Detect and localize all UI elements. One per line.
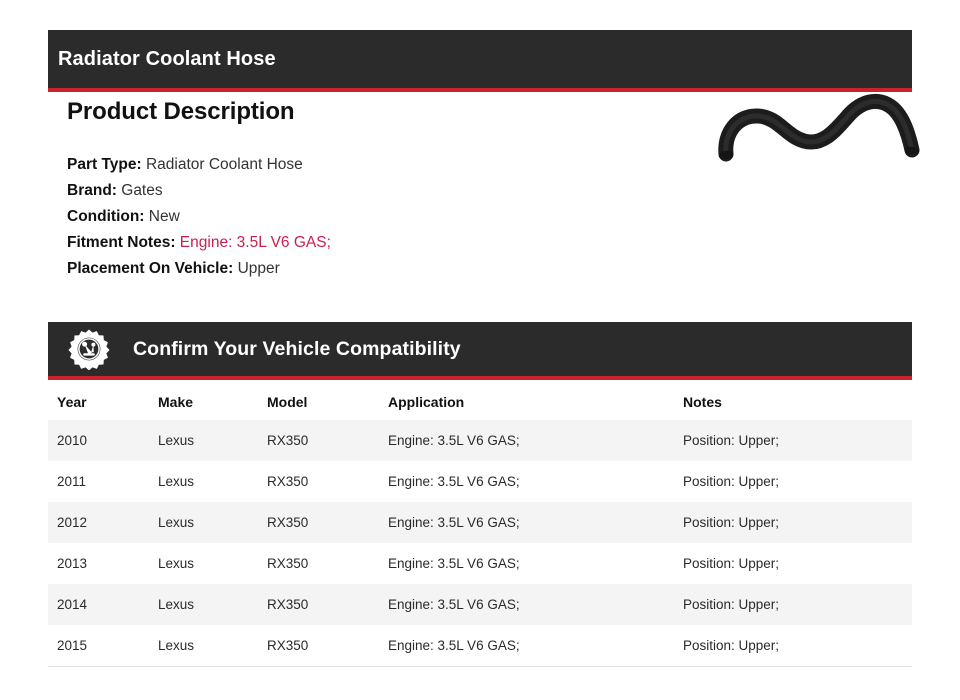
compatibility-title: Confirm Your Vehicle Compatibility: [133, 337, 461, 360]
cell-application: Engine: 3.5L V6 GAS;: [388, 556, 520, 571]
column-header-make: Make: [149, 384, 258, 420]
cell-model: RX350: [267, 515, 309, 530]
table-row: 2012 Lexus RX350 Engine: 3.5L V6 GAS; Positi…: [48, 502, 912, 543]
cell-notes: Position: Upper;: [683, 556, 780, 571]
table-row: 2013 Lexus RX350 Engine: 3.5L V6 GAS; Positi…: [48, 543, 912, 584]
spec-value: Engine: 3.5L V6 GAS;: [175, 234, 331, 251]
product-spec-list: Part Type: Radiator Coolant Hose Brand: G…: [67, 152, 687, 282]
spec-row: Brand: Gates: [67, 178, 687, 204]
cell-application: Engine: 3.5L V6 GAS;: [388, 515, 520, 530]
spec-label: Part Type:: [67, 156, 142, 173]
spec-label: Brand:: [67, 182, 117, 199]
cell-make: Lexus: [158, 515, 195, 530]
spec-label: Fitment Notes:: [67, 234, 176, 251]
table-row: 2011 Lexus RX350 Engine: 3.5L V6 GAS; Positi…: [48, 461, 912, 502]
cell-year: 2010: [57, 433, 88, 448]
spec-row: Part Type: Radiator Coolant Hose: [67, 152, 687, 178]
cell-make: Lexus: [158, 638, 195, 653]
cell-application: Engine: 3.5L V6 GAS;: [388, 597, 520, 612]
cell-model: RX350: [267, 433, 309, 448]
product-title-banner: Radiator Coolant Hose: [48, 30, 912, 92]
gear-wrench-icon: [68, 328, 110, 371]
cell-year: 2013: [57, 556, 88, 571]
cell-notes: Position: Upper;: [683, 433, 780, 448]
cell-year: 2015: [57, 638, 88, 653]
cell-notes: Position: Upper;: [683, 597, 780, 612]
cell-application: Engine: 3.5L V6 GAS;: [388, 474, 520, 489]
cell-year: 2012: [57, 515, 88, 530]
cell-make: Lexus: [158, 597, 195, 612]
vehicle-compatibility-table: Year Make Model Application Notes 2010 Lexus R…: [48, 384, 912, 667]
table-row: 2015 Lexus RX350 Engine: 3.5L V6 GAS; Positi…: [48, 625, 912, 667]
cell-notes: Position: Upper;: [683, 638, 780, 653]
cell-application: Engine: 3.5L V6 GAS;: [388, 638, 520, 653]
table-row: 2010 Lexus RX350 Engine: 3.5L V6 GAS; Positi…: [48, 420, 912, 461]
page-title: Radiator Coolant Hose: [58, 47, 276, 70]
cell-year: 2011: [57, 474, 87, 489]
column-header-year: Year: [48, 384, 149, 420]
cell-application: Engine: 3.5L V6 GAS;: [388, 433, 520, 448]
spec-value: Radiator Coolant Hose: [141, 156, 303, 173]
spec-row: Condition: New: [67, 204, 687, 230]
spec-value: New: [144, 208, 180, 225]
spec-label: Placement On Vehicle:: [67, 260, 234, 277]
cell-model: RX350: [267, 474, 309, 489]
column-header-model: Model: [258, 384, 379, 420]
spec-row: Placement On Vehicle: Upper: [67, 256, 687, 282]
cell-make: Lexus: [158, 556, 195, 571]
spec-row: Fitment Notes: Engine: 3.5L V6 GAS;: [67, 230, 687, 256]
table-row: 2014 Lexus RX350 Engine: 3.5L V6 GAS; Positi…: [48, 584, 912, 625]
column-header-application: Application: [379, 384, 674, 420]
cell-year: 2014: [57, 597, 88, 612]
table-header: Year Make Model Application Notes: [48, 384, 912, 420]
column-header-notes: Notes: [674, 384, 912, 420]
spec-label: Condition:: [67, 208, 145, 225]
cell-notes: Position: Upper;: [683, 474, 780, 489]
cell-model: RX350: [267, 597, 309, 612]
spec-value: Upper: [233, 260, 280, 277]
table-header-row: Year Make Model Application Notes: [48, 384, 912, 420]
cell-notes: Position: Upper;: [683, 515, 780, 530]
vehicle-compatibility-banner: Confirm Your Vehicle Compatibility: [48, 322, 912, 380]
cell-make: Lexus: [158, 433, 195, 448]
table-body: 2010 Lexus RX350 Engine: 3.5L V6 GAS; Positi…: [48, 420, 912, 667]
product-description-heading: Product Description: [67, 98, 295, 125]
cell-model: RX350: [267, 638, 309, 653]
cell-make: Lexus: [158, 474, 195, 489]
cell-model: RX350: [267, 556, 309, 571]
spec-value: Gates: [116, 182, 163, 199]
radiator-hose-photo: [712, 92, 928, 174]
